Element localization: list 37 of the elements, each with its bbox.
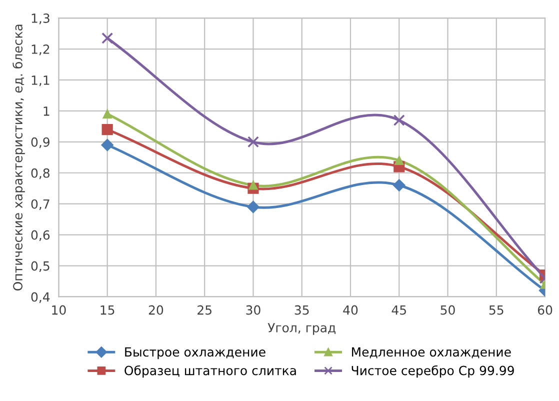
x-tick-label: 30 bbox=[246, 305, 260, 315]
x-axis-title: Угол, град bbox=[268, 323, 336, 335]
point bbox=[247, 136, 259, 148]
x-tick-label: 50 bbox=[440, 305, 455, 315]
y-tick-label: 0,6 bbox=[31, 230, 50, 242]
x-tick-label: 40 bbox=[343, 305, 358, 315]
legend-label: Медленное охлаждение bbox=[352, 347, 511, 358]
x-tick-label: 10 bbox=[52, 305, 66, 315]
y-tick-label: 0,8 bbox=[31, 168, 50, 180]
x-tick-label: 60 bbox=[538, 305, 552, 315]
x-tick-label: 35 bbox=[294, 305, 309, 315]
y-tick-label: 0,4 bbox=[31, 292, 50, 303]
legend-label: Чистое серебро Ср 99.99 bbox=[352, 365, 514, 378]
point bbox=[393, 179, 406, 192]
point bbox=[102, 110, 112, 119]
y-tick-label: 0,7 bbox=[31, 199, 50, 210]
y-tick-label: 1,2 bbox=[32, 44, 50, 56]
point bbox=[102, 32, 114, 44]
point bbox=[101, 138, 114, 152]
y-tick-label: 1,3 bbox=[32, 14, 50, 24]
y-tick-label: 0,5 bbox=[31, 261, 50, 272]
point bbox=[248, 180, 258, 190]
point bbox=[393, 114, 405, 126]
legend-label: Быстрое охлаждение bbox=[125, 347, 266, 360]
point bbox=[102, 124, 113, 136]
x-tick-label: 45 bbox=[392, 305, 406, 315]
point bbox=[394, 156, 404, 166]
y-tick-label: 1,1 bbox=[32, 76, 50, 86]
y-axis-title: Оптические характеристики, ед. блеска bbox=[12, 24, 25, 290]
legend-label: Образец штатного слитка bbox=[124, 365, 296, 378]
y-tick-label: 1 bbox=[44, 106, 50, 116]
x-tick-label: 25 bbox=[198, 305, 212, 315]
x-tick-label: 15 bbox=[100, 305, 114, 315]
point bbox=[247, 200, 260, 214]
x-tick-label: 55 bbox=[489, 305, 504, 315]
x-tick-label: 20 bbox=[148, 305, 164, 315]
y-tick-label: 0,9 bbox=[31, 137, 50, 148]
